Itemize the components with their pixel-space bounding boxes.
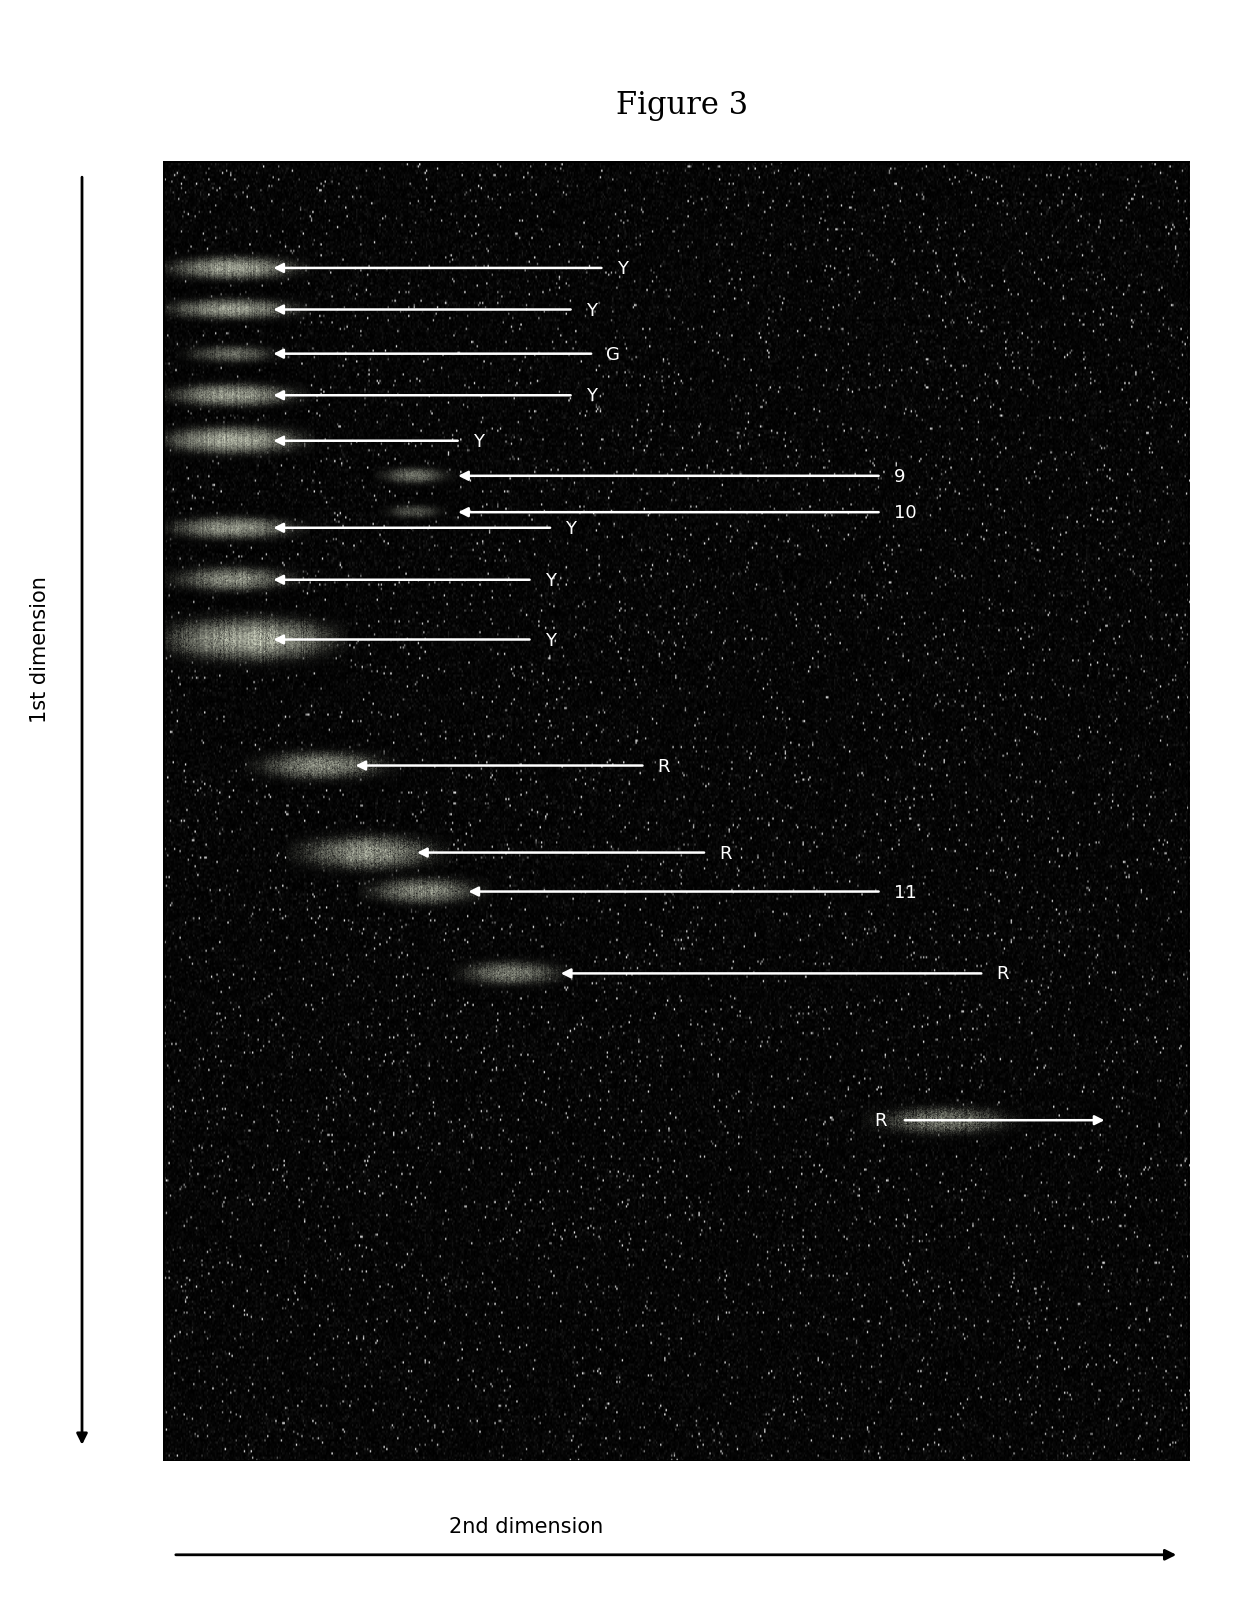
Text: R: R (657, 756, 670, 776)
Text: R: R (719, 844, 731, 862)
Text: Y: Y (545, 631, 556, 649)
Text: 11: 11 (894, 883, 916, 901)
Text: Y: Y (586, 302, 597, 320)
Text: Y: Y (586, 386, 597, 406)
Text: Figure 3: Figure 3 (616, 89, 749, 122)
Text: 1st dimension: 1st dimension (30, 576, 50, 722)
Text: 10: 10 (894, 503, 916, 523)
Text: R: R (874, 1112, 886, 1130)
Text: G: G (606, 346, 620, 364)
Text: Y: Y (545, 571, 556, 589)
Text: Y: Y (616, 260, 627, 278)
Text: Y: Y (473, 432, 483, 451)
Text: 2nd dimension: 2nd dimension (448, 1516, 603, 1535)
Text: 9: 9 (894, 467, 905, 485)
Text: R: R (997, 964, 1009, 984)
Text: Y: Y (565, 519, 576, 537)
